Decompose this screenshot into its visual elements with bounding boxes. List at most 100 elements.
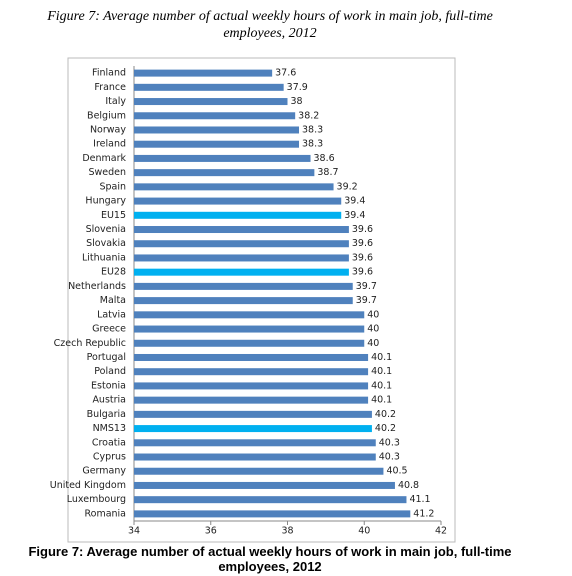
chart-caption: Figure 7: Average number of actual weekl…	[28, 544, 512, 574]
chart-title: Figure 7: Average number of actual weekl…	[47, 9, 493, 41]
bar	[134, 481, 395, 489]
bar	[134, 425, 372, 433]
bar	[134, 268, 349, 276]
value-label: 40.1	[371, 395, 392, 406]
value-label: 40	[367, 324, 379, 335]
bar	[134, 353, 369, 361]
y-tick-label: Estonia	[91, 380, 126, 391]
y-tick-label: Czech Republic	[54, 338, 126, 349]
value-label: 37.6	[275, 68, 296, 79]
y-tick-label: Portugal	[87, 352, 126, 363]
y-tick-label: EU28	[101, 267, 126, 278]
value-label: 39.6	[352, 238, 373, 249]
value-label: 38.7	[317, 167, 338, 178]
bar	[134, 154, 311, 162]
y-tick-label: Belgium	[87, 110, 126, 121]
value-label: 40.8	[398, 480, 419, 491]
chart-border	[67, 57, 456, 543]
y-tick-label: Germany	[82, 466, 126, 477]
bar	[134, 197, 342, 205]
value-label: 40.3	[379, 452, 400, 463]
y-tick-label: Finland	[92, 68, 126, 79]
x-tick-label: 34	[128, 526, 140, 537]
y-tick-label: EU15	[101, 210, 126, 221]
bar	[134, 410, 372, 418]
x-tick-label: 38	[281, 526, 293, 537]
y-tick-label: Hungary	[85, 196, 126, 207]
bar	[134, 126, 300, 134]
y-tick-label: Slovenia	[86, 224, 126, 235]
y-tick-label: Luxembourg	[67, 494, 126, 505]
bar	[134, 467, 384, 475]
value-label: 40.2	[375, 423, 396, 434]
bar	[134, 368, 369, 376]
value-label: 39.4	[344, 210, 365, 221]
y-tick-label: Greece	[92, 324, 126, 335]
value-label: 41.1	[409, 494, 430, 505]
value-label: 38.2	[298, 110, 319, 121]
bar	[134, 83, 284, 91]
bar	[134, 496, 407, 504]
y-tick-label: Spain	[99, 181, 126, 192]
x-tick-label: 40	[358, 526, 370, 537]
bar	[134, 382, 369, 390]
value-label: 40	[367, 338, 379, 349]
bar	[134, 282, 353, 290]
y-tick-label: Bulgaria	[87, 409, 126, 420]
bar	[134, 140, 300, 148]
value-label: 40.5	[386, 466, 407, 477]
value-label: 38.3	[302, 139, 323, 150]
y-tick-label: Latvia	[97, 309, 126, 320]
y-tick-label: United Kingdom	[50, 480, 126, 491]
y-tick-label: Malta	[100, 295, 126, 306]
y-tick-label: Romania	[84, 508, 126, 519]
y-tick-label: Cyprus	[93, 452, 126, 463]
value-label: 40	[367, 309, 379, 320]
y-tick-label: Croatia	[92, 437, 126, 448]
bar	[134, 453, 376, 461]
value-label: 39.6	[352, 224, 373, 235]
bar	[134, 254, 349, 262]
bar	[134, 169, 315, 177]
bar	[134, 226, 349, 234]
bar	[134, 183, 334, 191]
y-tick-label: France	[94, 82, 126, 93]
bar	[134, 311, 365, 319]
y-tick-label: Norway	[90, 124, 126, 135]
bar	[134, 211, 342, 219]
y-tick-label: Ireland	[93, 139, 126, 150]
value-label: 38.3	[302, 124, 323, 135]
value-label: 39.6	[352, 267, 373, 278]
y-tick-label: Poland	[94, 366, 126, 377]
y-tick-label: Slovakia	[86, 238, 126, 249]
value-label: 37.9	[287, 82, 308, 93]
value-label: 39.4	[344, 196, 365, 207]
value-label: 39.6	[352, 252, 373, 263]
x-tick-label: 36	[205, 526, 217, 537]
value-label: 39.2	[337, 181, 358, 192]
bar	[134, 439, 376, 447]
y-tick-label: Sweden	[88, 167, 126, 178]
y-tick-label: Denmark	[82, 153, 126, 164]
bar	[134, 339, 365, 347]
bar	[134, 510, 411, 518]
bar	[134, 98, 288, 106]
value-label: 38.6	[314, 153, 335, 164]
value-label: 39.7	[356, 295, 377, 306]
y-tick-label: Lithuania	[82, 252, 126, 263]
value-label: 40.1	[371, 352, 392, 363]
chart: 34 36 38 40 42 Finland 37.6 France 37.9 Italy 38 Be…	[50, 57, 456, 543]
bar	[134, 325, 365, 333]
bar	[134, 240, 349, 248]
y-tick-label: Netherlands	[68, 281, 126, 292]
bar	[134, 69, 273, 77]
y-tick-label: Austria	[92, 395, 126, 406]
value-label: 39.7	[356, 281, 377, 292]
value-label: 41.2	[413, 508, 434, 519]
value-label: 40.1	[371, 380, 392, 391]
bar	[134, 297, 353, 305]
value-label: 40.2	[375, 409, 396, 420]
value-label: 38	[291, 96, 303, 107]
y-tick-label: Italy	[105, 96, 126, 107]
